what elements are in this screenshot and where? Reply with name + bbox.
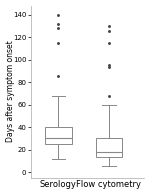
Y-axis label: Days after symptom onset: Days after symptom onset (6, 41, 15, 143)
PathPatch shape (96, 138, 122, 157)
PathPatch shape (45, 127, 72, 144)
